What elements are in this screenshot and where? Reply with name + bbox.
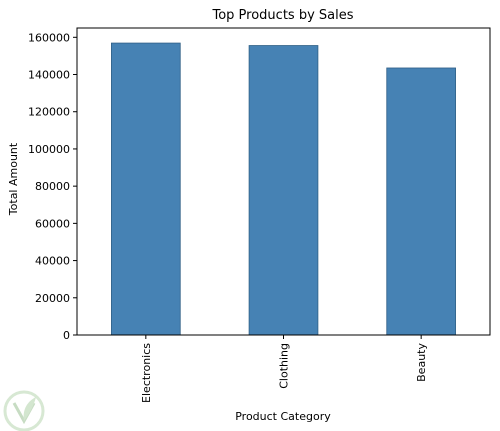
y-tick-label: 0	[63, 329, 70, 342]
y-tick-label: 100000	[28, 143, 70, 156]
y-tick-label: 140000	[28, 69, 70, 82]
y-ticks-group: 0 20000 40000 60000 80000 100000 120000 140000 1…	[28, 31, 77, 342]
y-axis-title: Total Amount	[7, 142, 20, 216]
bar-beauty	[386, 67, 456, 336]
leaf-shield-icon	[3, 390, 45, 431]
bars-group	[111, 42, 456, 336]
bar-electronics	[111, 42, 181, 336]
bar-clothing	[248, 45, 319, 336]
x-ticks-group: Electronics Clothing Beauty	[140, 335, 428, 403]
plot-frame	[76, 27, 491, 336]
y-tick-label: 80000	[35, 180, 70, 193]
chart-title: Top Products by Sales	[211, 8, 353, 23]
x-tick-label: Clothing	[278, 343, 291, 389]
x-axis-title: Product Category	[235, 410, 331, 423]
y-tick-label: 40000	[35, 255, 70, 268]
y-tick-label: 20000	[35, 292, 70, 305]
y-tick-label: 120000	[28, 106, 70, 119]
y-tick-label: 60000	[35, 217, 70, 230]
x-tick-label: Electronics	[140, 343, 153, 403]
x-tick-label: Beauty	[415, 343, 428, 382]
y-tick-label: 160000	[28, 31, 70, 44]
